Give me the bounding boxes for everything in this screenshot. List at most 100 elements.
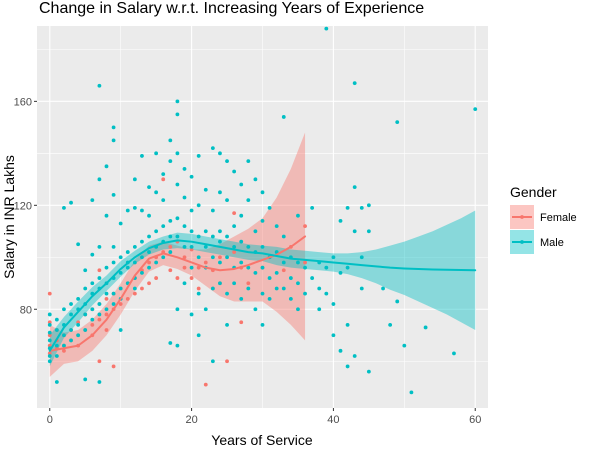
data-point-male [388, 322, 393, 327]
data-point-male [260, 265, 265, 270]
data-point-male [189, 208, 194, 213]
data-point-male [189, 265, 194, 270]
data-point-male [182, 244, 187, 249]
data-point-male [147, 213, 151, 218]
data-point-male [352, 185, 357, 190]
data-point-male [161, 172, 166, 177]
data-point-male [97, 177, 102, 182]
data-point-male [168, 341, 173, 345]
data-point-male [296, 213, 300, 218]
data-point-male [345, 206, 350, 210]
data-point-male [317, 286, 322, 291]
data-point-male [338, 218, 343, 223]
data-point-male [161, 255, 166, 260]
data-point-male [296, 260, 300, 265]
data-point-male [104, 213, 109, 218]
data-point-male [253, 307, 258, 312]
data-point-male [246, 244, 251, 249]
data-point-male [140, 255, 144, 260]
data-point-male [310, 276, 315, 280]
data-point-male [97, 380, 102, 384]
data-point-male [111, 302, 116, 306]
data-point-male [175, 99, 180, 104]
data-point-male [168, 138, 173, 143]
data-point-male [225, 255, 229, 260]
data-point-male [274, 286, 279, 291]
data-point-female [47, 333, 52, 338]
data-point-male [203, 229, 208, 234]
data-point-male [62, 333, 66, 338]
data-point-male [260, 322, 265, 327]
data-point-male [182, 167, 187, 171]
data-point-male [90, 198, 95, 203]
data-point-male [260, 291, 265, 296]
x-tick-label: 20 [185, 414, 197, 426]
data-point-male [452, 351, 456, 356]
data-point-male [395, 120, 400, 125]
data-point-male [381, 286, 385, 291]
data-point-male [97, 312, 102, 317]
data-point-male [62, 307, 66, 312]
data-point-male [118, 286, 123, 291]
data-point-male [47, 330, 52, 335]
data-point-male [203, 187, 208, 192]
data-point-female [147, 281, 151, 286]
data-point-male [132, 206, 137, 210]
data-point-female [189, 247, 194, 252]
data-point-female [47, 351, 52, 356]
data-point-female [303, 260, 307, 265]
data-point-male [210, 255, 215, 260]
data-point-male [345, 364, 350, 369]
data-point-male [97, 276, 102, 280]
data-point-male [140, 208, 144, 213]
data-point-female [182, 265, 187, 270]
data-point-male [154, 260, 159, 265]
data-point-male [288, 276, 293, 280]
data-point-male [218, 281, 222, 286]
data-point-male [140, 270, 144, 275]
data-point-male [147, 234, 151, 239]
data-point-male [90, 317, 95, 322]
data-point-male [366, 369, 371, 374]
data-point-male [125, 208, 130, 213]
legend: Gender Female Male [510, 184, 577, 254]
data-point-male [147, 265, 151, 270]
trend-lines [48, 235, 477, 352]
data-point-female [232, 211, 237, 216]
data-point-female [196, 265, 201, 270]
data-point-male [140, 154, 144, 158]
y-axis-ticks: 80 120 160 [14, 96, 37, 316]
data-point-male [182, 195, 187, 200]
data-point-male [196, 255, 201, 260]
data-point-male [154, 229, 159, 234]
data-point-male [218, 151, 222, 156]
data-point-male [260, 244, 265, 249]
data-point-male [239, 260, 244, 265]
trend-line-female [48, 235, 307, 352]
legend-label-female: Female [540, 212, 577, 224]
plot-panel [37, 26, 488, 408]
data-point-female [175, 276, 180, 280]
data-point-male [281, 260, 286, 265]
data-point-male [90, 307, 95, 312]
data-points [47, 26, 478, 395]
data-point-male [168, 218, 173, 223]
data-point-male [54, 328, 59, 332]
data-point-female [104, 312, 109, 317]
data-point-male [168, 234, 173, 239]
data-point-male [189, 244, 194, 249]
data-point-male [76, 333, 81, 338]
data-point-male [260, 190, 265, 195]
legend-title: Gender [510, 184, 557, 200]
data-point-female [154, 276, 159, 280]
x-axis-ticks: 0 20 40 60 [47, 408, 481, 426]
data-point-male [281, 286, 286, 291]
data-point-male [274, 224, 279, 228]
data-point-female [125, 296, 130, 301]
data-point-male [175, 234, 180, 239]
data-point-male [69, 338, 73, 343]
data-point-male [218, 229, 222, 234]
data-point-male [132, 244, 137, 249]
data-point-male [253, 229, 258, 234]
